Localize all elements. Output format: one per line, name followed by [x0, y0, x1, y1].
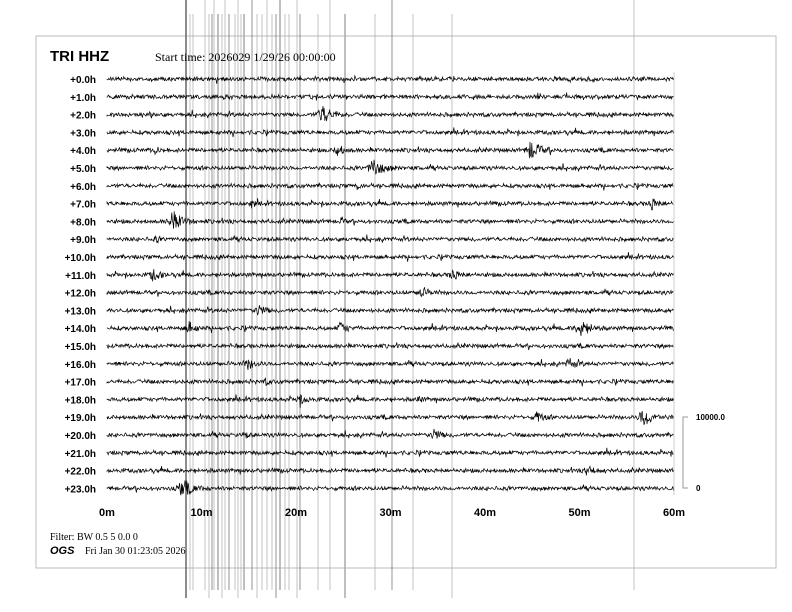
x-tick-label: 60m — [663, 507, 685, 519]
trace-row-22 — [106, 465, 674, 476]
trace-row-3 — [106, 127, 674, 138]
trace-row-16 — [106, 357, 674, 371]
row-label: +5.0h — [70, 164, 96, 175]
station-title: TRI HHZ — [50, 48, 109, 65]
trace-row-20 — [106, 428, 674, 440]
trace-row-21 — [106, 447, 674, 458]
trace-row-1 — [106, 92, 674, 101]
trace-row-14 — [106, 321, 674, 337]
row-label: +19.0h — [65, 413, 96, 424]
trace-row-19 — [106, 411, 674, 425]
row-label: +14.0h — [65, 324, 96, 335]
row-label: +3.0h — [70, 128, 96, 139]
row-label: +15.0h — [65, 342, 96, 353]
row-label: +8.0h — [70, 217, 96, 228]
row-label: +11.0h — [65, 271, 96, 282]
x-tick-label: 20m — [285, 507, 307, 519]
row-label: +22.0h — [65, 467, 96, 478]
row-label: +23.0h — [65, 484, 96, 495]
row-label: +2.0h — [70, 111, 96, 122]
row-label: +16.0h — [65, 360, 96, 371]
row-label: +13.0h — [65, 306, 96, 317]
trace-row-0 — [106, 74, 674, 84]
traces — [106, 74, 674, 496]
row-label: +9.0h — [70, 235, 96, 246]
x-tick-labels: 0m 10m 20m 30m 40m 50m 60m — [99, 507, 685, 519]
scale-bar — [682, 416, 688, 489]
row-label: +1.0h — [70, 93, 96, 104]
trace-row-17 — [106, 377, 674, 387]
row-label: +4.0h — [70, 146, 96, 157]
trace-row-15 — [106, 341, 674, 351]
trace-row-10 — [106, 251, 674, 262]
plot-frame — [35, 35, 777, 569]
row-label: +20.0h — [65, 431, 96, 442]
trace-row-8 — [106, 211, 674, 229]
vertical-artifact-lines — [185, 0, 635, 598]
trace-row-2 — [106, 105, 674, 122]
scale-top-label: 10000.0 — [696, 413, 725, 422]
filter-label: Filter: BW 0.5 5 0.0 0 — [50, 532, 138, 543]
trace-row-23 — [106, 480, 674, 496]
start-time-label: Start time: 2026029 1/29/26 00:00:00 — [155, 50, 336, 64]
row-label: +17.0h — [65, 378, 96, 389]
row-label: +6.0h — [70, 182, 96, 193]
scale-bottom-label: 0 — [696, 484, 701, 493]
trace-row-7 — [106, 198, 674, 211]
org-label: OGS — [50, 545, 75, 557]
trace-row-6 — [106, 182, 674, 191]
row-label: +10.0h — [65, 253, 96, 264]
trace-row-18 — [106, 394, 674, 409]
row-label: +0.0h — [70, 75, 96, 86]
x-tick-label: 50m — [568, 507, 590, 519]
row-label: +7.0h — [70, 200, 96, 211]
row-label: +18.0h — [65, 395, 96, 406]
trace-row-9 — [106, 234, 674, 244]
row-label: +12.0h — [65, 289, 96, 300]
trace-row-4 — [106, 141, 674, 159]
x-tick-label: 0m — [99, 507, 115, 519]
trace-row-13 — [106, 305, 674, 316]
trace-row-5 — [106, 159, 674, 175]
x-tick-label: 30m — [379, 507, 401, 519]
trace-row-11 — [106, 269, 674, 282]
trace-row-12 — [106, 287, 674, 298]
x-tick-label: 10m — [190, 507, 212, 519]
row-labels: +0.0h +1.0h +2.0h +3.0h +4.0h +5.0h +6.0h +7.0h… — [65, 75, 96, 495]
row-label: +21.0h — [65, 449, 96, 460]
plot-timestamp: Fri Jan 30 01:23:05 2026 — [85, 546, 186, 557]
x-tick-label: 40m — [474, 507, 496, 519]
